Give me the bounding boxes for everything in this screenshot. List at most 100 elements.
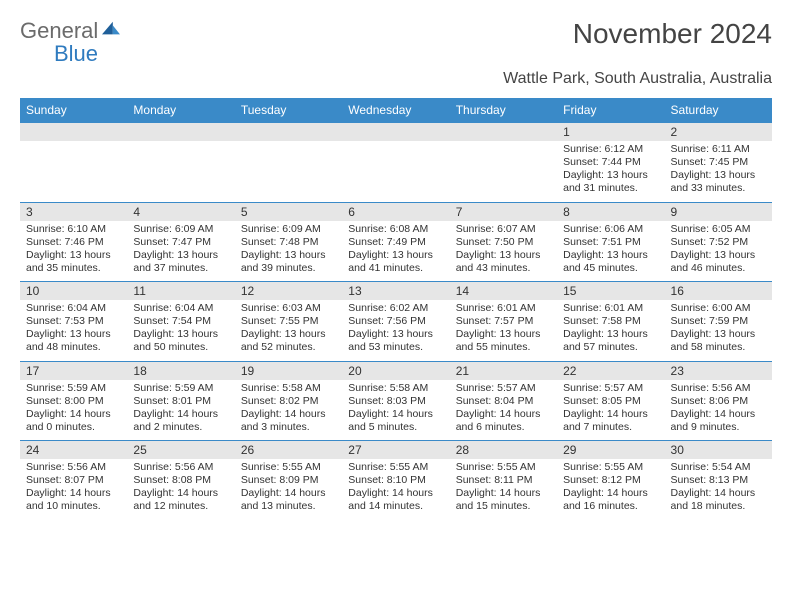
calendar-cell: 23Sunrise: 5:56 AMSunset: 8:06 PMDayligh… [665,361,772,441]
day-number: 25 [127,441,234,459]
sunrise-line: Sunrise: 6:01 AM [563,302,658,315]
logo: General Blue [20,18,122,66]
calendar-cell: 30Sunrise: 5:54 AMSunset: 8:13 PMDayligh… [665,441,772,520]
day-content: Sunrise: 5:56 AMSunset: 8:06 PMDaylight:… [665,380,772,441]
day-number: 14 [450,282,557,300]
dayname-col: Tuesday [235,98,342,123]
daylight-line1: Daylight: 14 hours [348,487,443,500]
calendar-cell: 11Sunrise: 6:04 AMSunset: 7:54 PMDayligh… [127,282,234,362]
logo-sail-icon [100,20,122,38]
daylight-line1: Daylight: 13 hours [133,328,228,341]
daylight-line2: and 57 minutes. [563,341,658,354]
sunrise-line: Sunrise: 6:01 AM [456,302,551,315]
day-content [127,141,234,197]
daylight-line1: Daylight: 13 hours [348,328,443,341]
sunrise-line: Sunrise: 5:57 AM [456,382,551,395]
sunrise-line: Sunrise: 6:08 AM [348,223,443,236]
day-number: 21 [450,362,557,380]
daylight-line1: Daylight: 13 hours [671,249,766,262]
daylight-line2: and 18 minutes. [671,500,766,513]
day-content: Sunrise: 6:09 AMSunset: 7:48 PMDaylight:… [235,221,342,282]
calendar-week: 17Sunrise: 5:59 AMSunset: 8:00 PMDayligh… [20,361,772,441]
day-content: Sunrise: 5:57 AMSunset: 8:05 PMDaylight:… [557,380,664,441]
day-content [342,141,449,197]
day-content: Sunrise: 6:08 AMSunset: 7:49 PMDaylight:… [342,221,449,282]
day-content: Sunrise: 6:10 AMSunset: 7:46 PMDaylight:… [20,221,127,282]
daylight-line2: and 9 minutes. [671,421,766,434]
day-content: Sunrise: 6:07 AMSunset: 7:50 PMDaylight:… [450,221,557,282]
sunset-line: Sunset: 7:44 PM [563,156,658,169]
sunrise-line: Sunrise: 6:10 AM [26,223,121,236]
calendar-cell: 28Sunrise: 5:55 AMSunset: 8:11 PMDayligh… [450,441,557,520]
sunrise-line: Sunrise: 5:57 AM [563,382,658,395]
sunrise-line: Sunrise: 5:58 AM [348,382,443,395]
daylight-line1: Daylight: 13 hours [563,169,658,182]
day-number: 5 [235,203,342,221]
day-number: 2 [665,123,772,141]
day-content: Sunrise: 6:11 AMSunset: 7:45 PMDaylight:… [665,141,772,202]
daylight-line2: and 2 minutes. [133,421,228,434]
logo-word-blue: Blue [54,41,98,66]
dayname-col: Wednesday [342,98,449,123]
calendar-cell: 2Sunrise: 6:11 AMSunset: 7:45 PMDaylight… [665,123,772,203]
day-content: Sunrise: 6:02 AMSunset: 7:56 PMDaylight:… [342,300,449,361]
sunrise-line: Sunrise: 6:07 AM [456,223,551,236]
sunset-line: Sunset: 7:47 PM [133,236,228,249]
day-number: 6 [342,203,449,221]
daylight-line1: Daylight: 14 hours [563,408,658,421]
daylight-line2: and 39 minutes. [241,262,336,275]
sunset-line: Sunset: 8:01 PM [133,395,228,408]
sunrise-line: Sunrise: 6:02 AM [348,302,443,315]
day-number: 3 [20,203,127,221]
day-number [450,123,557,141]
day-number [342,123,449,141]
sunset-line: Sunset: 8:08 PM [133,474,228,487]
daylight-line2: and 52 minutes. [241,341,336,354]
daylight-line2: and 6 minutes. [456,421,551,434]
sunrise-line: Sunrise: 5:55 AM [348,461,443,474]
logo-word-general: General [20,18,98,43]
calendar-cell: 27Sunrise: 5:55 AMSunset: 8:10 PMDayligh… [342,441,449,520]
daylight-line2: and 16 minutes. [563,500,658,513]
logo-text: General Blue [20,18,122,66]
sunrise-line: Sunrise: 5:56 AM [671,382,766,395]
daylight-line2: and 33 minutes. [671,182,766,195]
sunrise-line: Sunrise: 6:04 AM [133,302,228,315]
daylight-line2: and 43 minutes. [456,262,551,275]
calendar-cell: 6Sunrise: 6:08 AMSunset: 7:49 PMDaylight… [342,202,449,282]
daylight-line2: and 12 minutes. [133,500,228,513]
day-content: Sunrise: 5:55 AMSunset: 8:09 PMDaylight:… [235,459,342,520]
day-number: 13 [342,282,449,300]
sunset-line: Sunset: 8:05 PM [563,395,658,408]
day-number: 26 [235,441,342,459]
daylight-line1: Daylight: 14 hours [241,408,336,421]
sunset-line: Sunset: 7:46 PM [26,236,121,249]
sunset-line: Sunset: 8:10 PM [348,474,443,487]
daylight-line2: and 0 minutes. [26,421,121,434]
sunset-line: Sunset: 7:57 PM [456,315,551,328]
day-number: 10 [20,282,127,300]
daylight-line2: and 10 minutes. [26,500,121,513]
daylight-line1: Daylight: 13 hours [563,328,658,341]
sunset-line: Sunset: 8:02 PM [241,395,336,408]
sunset-line: Sunset: 7:59 PM [671,315,766,328]
sunrise-line: Sunrise: 6:03 AM [241,302,336,315]
daylight-line1: Daylight: 14 hours [671,487,766,500]
calendar-table: Sunday Monday Tuesday Wednesday Thursday… [20,98,772,520]
sunrise-line: Sunrise: 5:58 AM [241,382,336,395]
daylight-line1: Daylight: 13 hours [456,328,551,341]
calendar-week: 3Sunrise: 6:10 AMSunset: 7:46 PMDaylight… [20,202,772,282]
day-number: 30 [665,441,772,459]
day-number: 7 [450,203,557,221]
day-content [450,141,557,197]
calendar-cell [20,123,127,203]
day-content: Sunrise: 6:06 AMSunset: 7:51 PMDaylight:… [557,221,664,282]
day-content: Sunrise: 6:04 AMSunset: 7:53 PMDaylight:… [20,300,127,361]
daylight-line2: and 58 minutes. [671,341,766,354]
calendar-cell: 8Sunrise: 6:06 AMSunset: 7:51 PMDaylight… [557,202,664,282]
sunrise-line: Sunrise: 6:11 AM [671,143,766,156]
calendar-body: 1Sunrise: 6:12 AMSunset: 7:44 PMDaylight… [20,123,772,520]
day-content: Sunrise: 6:00 AMSunset: 7:59 PMDaylight:… [665,300,772,361]
calendar-cell [127,123,234,203]
day-number: 17 [20,362,127,380]
